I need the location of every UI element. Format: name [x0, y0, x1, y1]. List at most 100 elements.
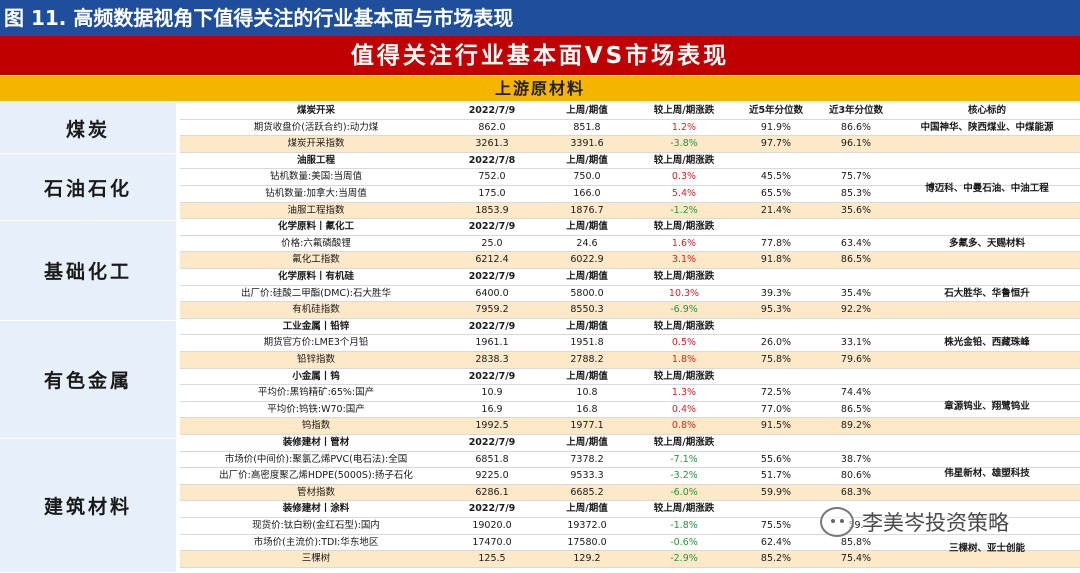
cell-item: 期货官方价:LME3个月铅 — [263, 337, 369, 349]
cell-p3: 35.6% — [840, 204, 872, 216]
wechat-icon — [820, 507, 854, 537]
cell-item: 钨指数 — [301, 420, 331, 432]
table-row: 市场价(主流价):TDI:华东地区 17470.0 17580.0 -0.6% 62.4… — [180, 535, 1080, 552]
cell-p5 — [734, 501, 818, 517]
cell-date: 25.0 — [481, 237, 503, 249]
table-row: 出厂价:高密度聚乙烯HDPE(5000S):扬子石化 9225.0 9533.3 -3… — [180, 468, 1080, 485]
cell-p3 — [818, 435, 894, 451]
cell-tgt — [894, 203, 1080, 219]
cell-prev: 8550.3 — [570, 304, 604, 316]
cell-prev: 6685.2 — [570, 486, 604, 498]
cell-p5: 65.5% — [760, 188, 792, 199]
cell-chg: 3.1% — [671, 254, 697, 266]
cell-item: 化学原料丨有机硅 — [277, 271, 354, 282]
main-title: 值得关注行业基本面VS市场表现 — [0, 36, 1080, 76]
cell-p3: 33.1% — [840, 337, 872, 349]
cell-p5: 75.5% — [760, 520, 792, 531]
cell-p5: 75.8% — [760, 354, 792, 365]
cell-prev: 上周/期值 — [566, 370, 608, 382]
cell-p3: 68.3% — [840, 486, 872, 498]
cell-date: 752.0 — [478, 171, 506, 183]
cell-date: 2022/7/9 — [468, 105, 516, 116]
table-header-row: 小金属丨钨 2022/7/9 上周/期值 较上周/期涨跌 — [180, 369, 1080, 386]
sub-title: 上游原材料 — [0, 76, 1080, 102]
cell-p5: 51.7% — [760, 470, 792, 482]
cell-chg: -3.2% — [670, 470, 698, 482]
table-row: 煤炭开采指数 3261.3 3391.6 -3.8% 97.7% 96.1% — [180, 136, 1080, 153]
table-row: 钻机数量:加拿大:当周值 175.0 166.0 5.4% 65.5% 85.3% — [180, 186, 1080, 203]
cell-p3 — [818, 153, 894, 169]
sector-nonferrous: 有色金属 — [0, 321, 178, 439]
cell-p5 — [734, 153, 818, 169]
cell-p5: 91.5% — [760, 420, 792, 432]
cell-p3: 79.6% — [840, 354, 872, 365]
cell-date: 7959.2 — [475, 304, 509, 316]
cell-chg: 10.3% — [668, 287, 700, 299]
cell-p5: 97.7% — [760, 138, 792, 150]
cell-date: 1992.5 — [475, 420, 509, 432]
sector-petrochem: 石油石化 — [0, 154, 178, 221]
cell-p3: 96.1% — [840, 138, 872, 150]
cell-prev: 上周/期值 — [566, 105, 608, 116]
cell-tgt — [894, 369, 1080, 385]
cell-p5: 72.5% — [760, 387, 792, 399]
table-row: 铅锌指数 2838.3 2788.2 1.8% 75.8% 79.6% — [180, 352, 1080, 369]
cell-date: 2022/7/9 — [468, 437, 516, 448]
cell-item: 期货收盘价(活跃合约):动力煤 — [253, 121, 379, 133]
cell-tgt — [894, 219, 1080, 235]
cell-chg: 较上周/期涨跌 — [653, 437, 715, 448]
cell-tgt — [894, 153, 1080, 169]
cell-p3: 86.5% — [840, 403, 872, 415]
cell-item: 装修建材丨管材 — [282, 437, 350, 448]
cell-prev: 5800.0 — [570, 287, 604, 299]
cell-item: 管材指数 — [296, 486, 335, 498]
cell-p3: 75.7% — [840, 171, 872, 183]
cell-p5: 95.3% — [760, 304, 792, 316]
cell-chg: 1.6% — [671, 237, 697, 249]
cell-date: 2022/7/9 — [468, 320, 516, 332]
cell-item: 煤炭开采指数 — [287, 138, 345, 150]
cell-date: 2022/7/8 — [468, 154, 516, 166]
cell-chg: 0.4% — [671, 403, 697, 415]
cell-p5: 39.3% — [760, 287, 792, 299]
cell-prev: 24.6 — [576, 237, 598, 249]
cell-date: 6851.8 — [475, 453, 509, 465]
cell-p5 — [734, 269, 818, 285]
table-row: 三棵树 125.5 129.2 -2.9% 85.2% 75.4% — [180, 551, 1080, 568]
cell-tgt: 中国神华、陕西煤业、中煤能源 — [920, 121, 1054, 133]
cell-date: 10.9 — [481, 387, 503, 399]
cell-p3: 近3年分位数 — [828, 105, 884, 116]
cell-date: 16.9 — [481, 403, 503, 415]
cell-p5: 26.0% — [760, 337, 792, 349]
core-targets-pipes: 伟星新材、雄塑科技 — [944, 468, 1030, 479]
cell-chg: -3.8% — [670, 138, 698, 150]
cell-p3: 85.3% — [840, 188, 872, 199]
cell-chg: -6.0% — [670, 486, 698, 498]
cell-prev: 上周/期值 — [566, 320, 608, 332]
cell-date: 3261.3 — [475, 138, 509, 150]
cell-tgt — [894, 302, 1080, 318]
cell-prev: 上周/期值 — [566, 437, 608, 448]
cell-p5 — [734, 319, 818, 335]
cell-chg: -1.8% — [670, 520, 698, 531]
table-row: 市场价(中间价):聚氯乙烯PVC(电石法):全国 6851.8 7378.2 -7.1… — [180, 452, 1080, 469]
cell-chg: 较上周/期涨跌 — [653, 105, 715, 116]
cell-p3: 74.4% — [840, 387, 872, 399]
core-targets-coatings: 三棵树、亚士创能 — [948, 542, 1025, 554]
cell-prev: 9533.3 — [570, 470, 604, 482]
cell-date: 125.5 — [478, 553, 506, 565]
cell-item: 出厂价:高密度聚乙烯HDPE(5000S):扬子石化 — [219, 470, 413, 482]
cell-chg: 0.8% — [671, 420, 697, 432]
cell-p3 — [818, 369, 894, 385]
cell-tgt — [894, 319, 1080, 335]
table-header-row: 油服工程 2022/7/8 上周/期值 较上周/期涨跌 — [180, 153, 1080, 170]
cell-chg: 0.3% — [671, 171, 697, 183]
cell-date: 9225.0 — [475, 470, 509, 482]
cell-date: 2022/7/9 — [468, 271, 516, 282]
cell-date: 2022/7/9 — [468, 221, 516, 233]
cell-chg: -2.9% — [670, 553, 698, 565]
watermark-text: 李美岑投资策略 — [862, 511, 1009, 535]
cell-prev: 上周/期值 — [566, 271, 608, 282]
figure-header: 图 11. 高频数据视角下值得关注的行业基本面与市场表现 — [0, 0, 1080, 36]
cell-prev: 7378.2 — [570, 453, 604, 465]
